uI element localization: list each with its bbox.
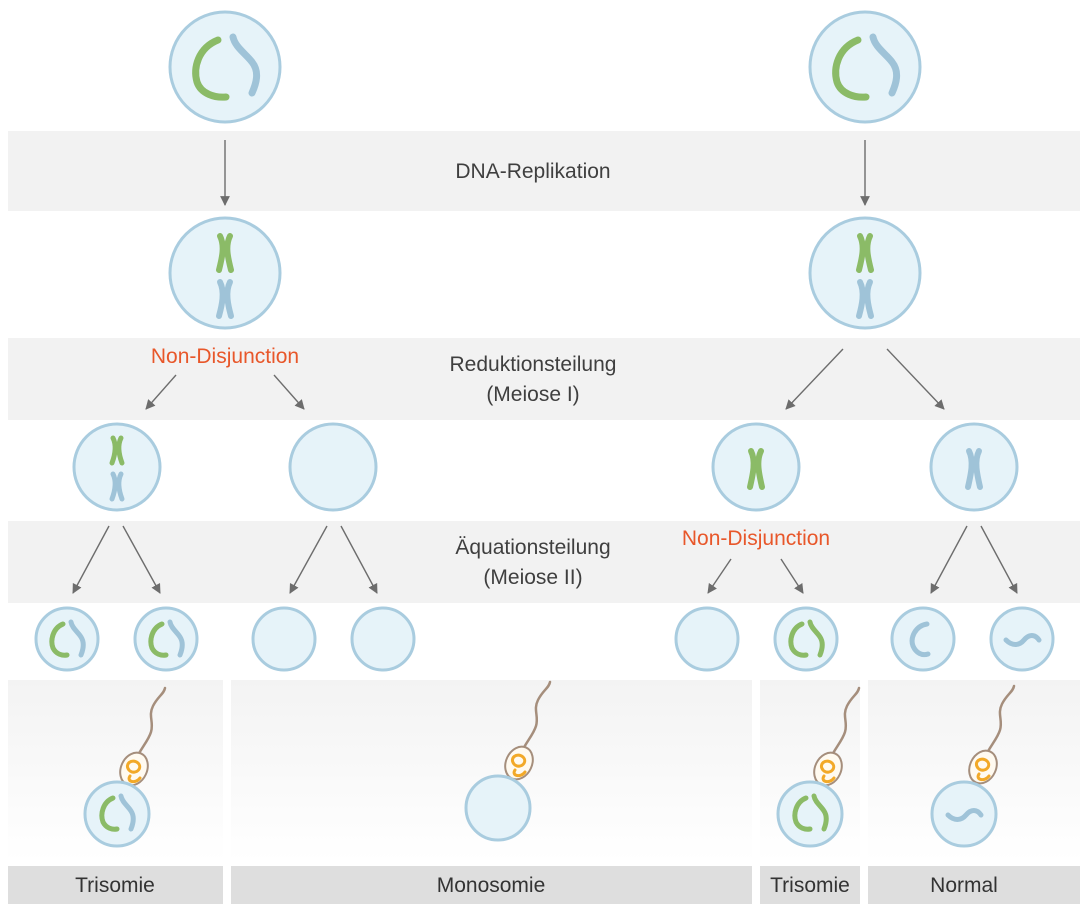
sperm-dna: [974, 757, 991, 782]
outcome-label-trisomy-right: Trisomie: [770, 874, 850, 897]
outcome-label-trisomy-left: Trisomie: [75, 874, 155, 897]
band-dna-replication: [8, 131, 1080, 211]
meiosis1-cell-blue: [929, 422, 1019, 512]
nondisjunction-label-meiosis-1: Non-Disjunction: [151, 345, 299, 368]
sperm-tail: [133, 686, 167, 764]
outcome-bar-monosomy: [231, 866, 752, 904]
sperm-dna: [510, 753, 527, 778]
band-equational-division: [8, 521, 1080, 603]
zygote: [776, 780, 844, 848]
replicated-chromosome-blue: [216, 279, 234, 319]
arrow-meiosis2-4a: [930, 525, 968, 594]
sperm-dna: [819, 759, 836, 784]
arrows: [72, 140, 1018, 594]
sperm-dna: [125, 759, 142, 784]
nondisjunction-label-meiosis-2: Non-Disjunction: [682, 527, 830, 550]
gamete-3-empty: [251, 606, 317, 672]
gamete-5-empty: [674, 606, 740, 672]
arrow-meiosis2-1a: [72, 525, 110, 594]
replicated-chromosome-green: [216, 233, 234, 273]
gamete-4-empty: [350, 606, 416, 672]
arrow-meiosis1-right-a: [785, 348, 844, 410]
meiosis1-cell-empty: [288, 422, 378, 512]
gamete-2-two-chromosomes: [133, 606, 199, 672]
zygote: [83, 780, 151, 848]
replicated-chromosome-green: [856, 233, 874, 273]
arrow-meiosis2-2a: [289, 525, 328, 594]
arrow-meiosis1-right-b: [886, 348, 945, 410]
outcome-bar-trisomy-right: [760, 866, 860, 904]
arrow-meiosis1-left-b: [273, 374, 305, 410]
replicated-cell-left: [168, 216, 282, 330]
arrow-meiosis2-1b: [122, 525, 161, 594]
gamete-1-two-chromosomes: [34, 606, 100, 672]
parent-cell-right: [808, 10, 922, 124]
dna-replication-label: DNA-Replikation: [455, 160, 610, 183]
gamete-8-one-chromosome: [989, 606, 1055, 672]
outcome-label-normal: Normal: [930, 874, 998, 897]
gamete-7-one-chromosome: [890, 606, 956, 672]
chromosome-green: [192, 36, 230, 101]
arrow-meiosis2-4b: [980, 525, 1018, 594]
arrow-meiosis2-3b: [780, 558, 804, 594]
chromosome-green: [832, 36, 870, 101]
gamete-6-two-chromosomes: [773, 606, 839, 672]
sperm-tail: [518, 680, 552, 758]
meiosis1-cell-green: [711, 422, 801, 512]
zygote: [464, 774, 532, 842]
chromosome-blue: [229, 33, 261, 97]
fertilization-monosomy: [464, 680, 552, 842]
arrow-meiosis2-2b: [340, 525, 378, 594]
meiosis-2-label: (Meiose II): [483, 566, 582, 589]
outcome-bar-normal: [868, 866, 1080, 904]
fertilization-normal: [930, 684, 1016, 848]
fertilization-trisomy-left: [83, 686, 167, 848]
arrow-meiosis1-left-a: [145, 374, 177, 410]
sperm-tail: [982, 684, 1016, 762]
sperm-tail: [827, 686, 861, 764]
outcome-label-monosomy: Monosomie: [437, 874, 546, 897]
parent-cell-left: [168, 10, 282, 124]
band-reduction-division: [8, 338, 1080, 420]
replicated-cell-right: [808, 216, 922, 330]
outcome-bar-trisomy-left: [8, 866, 223, 904]
replicated-chromosome-blue: [856, 279, 874, 319]
arrow-meiosis2-3a: [707, 558, 732, 594]
fertilization-trisomy-right: [776, 686, 861, 848]
meiosis-1-label: (Meiose I): [486, 383, 579, 406]
equational-division-label: Äquationsteilung: [455, 536, 610, 559]
chromosome-blue: [869, 33, 901, 97]
meiosis1-cell-both-chromosomes: [72, 422, 162, 512]
reduction-division-label: Reduktionsteilung: [450, 353, 617, 376]
